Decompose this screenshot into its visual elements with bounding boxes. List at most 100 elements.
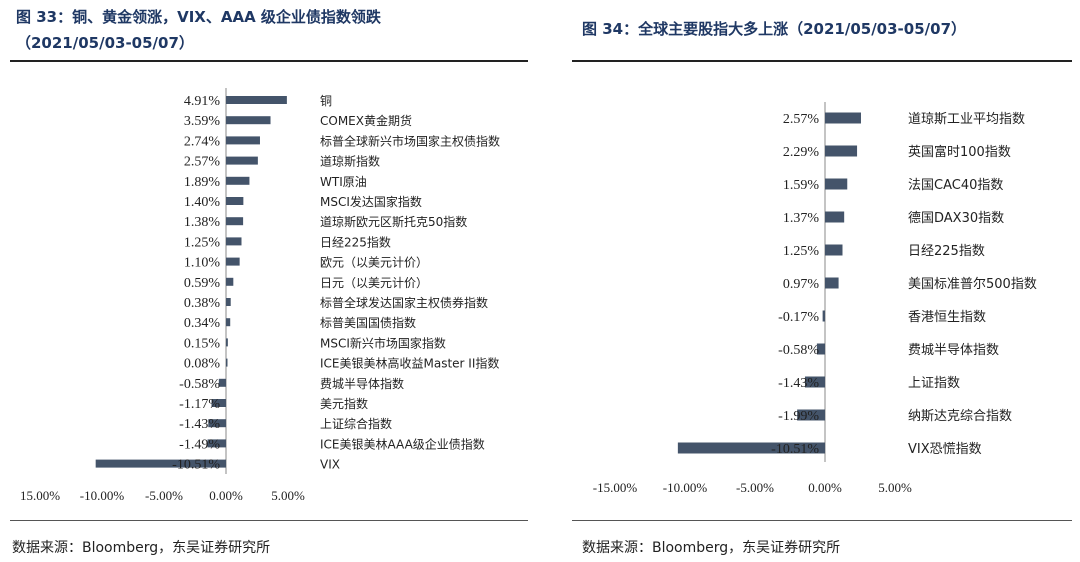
right-value-label-4: 1.25%: [783, 244, 820, 259]
left-chart-title-line2: （2021/05/03-05/07）: [16, 34, 194, 52]
left-source-rule: [10, 520, 528, 521]
right-x-tick-4: 5.00%: [878, 480, 912, 495]
left-category-label-17: ICE美银美林AAA级企业债指数: [320, 436, 485, 451]
left-value-label-13: 0.08%: [184, 357, 221, 372]
left-value-label-9: 0.59%: [184, 276, 221, 291]
right-value-label-9: -1.99%: [778, 409, 819, 424]
left-category-label-6: 道琼斯欧元区斯托克50指数: [320, 214, 467, 229]
left-value-label-7: 1.25%: [184, 235, 221, 250]
left-category-label-16: 上证综合指数: [320, 416, 392, 431]
right-bar-chart: 2.57% 道琼斯工业平均指数 2.29% 英国富时100指数 1.59% 法国CAC40…: [593, 102, 1037, 495]
left-bar-14: [218, 378, 226, 387]
right-chart-title: 图 34：全球主要股指大多上涨（2021/05/03-05/07）: [582, 20, 967, 38]
right-value-label-2: 1.59%: [783, 178, 820, 193]
right-bar-4: [825, 244, 843, 256]
left-value-label-2: 2.74%: [184, 134, 221, 149]
left-bar-8: [226, 257, 240, 266]
left-category-label-15: 美元指数: [320, 396, 368, 411]
right-title-rule: [572, 60, 1072, 62]
right-x-tick-0: -15.00%: [593, 480, 638, 495]
right-x-tick-2: -5.00%: [736, 480, 774, 495]
left-category-label-0: 铜: [320, 93, 332, 108]
left-chart-panel: 图 33：铜、黄金领涨，VIX、AAA 级企业债指数领跌 （2021/05/03…: [10, 8, 528, 556]
left-bar-3: [226, 156, 258, 165]
left-bar-6: [226, 217, 244, 226]
left-source-note: 数据来源：Bloomberg，东吴证券研究所: [12, 540, 271, 556]
right-bar-2: [825, 178, 848, 190]
right-bar-6: [822, 310, 825, 322]
right-value-label-0: 2.57%: [783, 112, 820, 127]
right-value-label-7: -0.58%: [778, 343, 819, 358]
left-x-tick-2: -5.00%: [145, 488, 183, 503]
left-bar-10: [226, 298, 231, 306]
left-value-label-8: 1.10%: [184, 256, 221, 271]
right-bar-10: [677, 442, 825, 454]
left-category-label-8: 欧元（以美元计价）: [320, 256, 428, 270]
left-bar-13: [226, 358, 228, 367]
left-category-label-18: VIX: [320, 458, 340, 472]
left-category-label-3: 道琼斯指数: [320, 154, 380, 169]
left-chart-title-line1: 图 33：铜、黄金领涨，VIX、AAA 级企业债指数领跌: [16, 8, 381, 26]
left-bar-0: [226, 96, 287, 104]
right-category-label-8: 上证指数: [908, 376, 960, 391]
left-category-label-5: MSCI发达国家指数: [320, 194, 422, 209]
right-category-label-6: 香港恒生指数: [908, 310, 986, 325]
right-source-rule: [572, 520, 1072, 521]
left-bar-15: [211, 399, 226, 407]
left-value-label-6: 1.38%: [184, 215, 221, 230]
left-x-tick-1: -10.00%: [80, 488, 125, 503]
left-value-label-1: 3.59%: [184, 114, 221, 129]
left-bar-16: [208, 419, 226, 428]
right-value-label-8: -1.43%: [778, 376, 819, 391]
right-value-label-5: 0.97%: [783, 277, 820, 292]
right-bar-7: [816, 343, 825, 355]
right-category-label-7: 费城半导体指数: [908, 343, 999, 358]
right-source-note: 数据来源：Bloomberg，东吴证券研究所: [582, 540, 841, 556]
right-bar-5: [825, 277, 839, 289]
left-bar-7: [226, 237, 242, 246]
left-value-label-0: 4.91%: [184, 94, 221, 109]
left-category-label-4: WTI原油: [320, 175, 367, 189]
left-value-label-10: 0.38%: [184, 296, 221, 311]
right-category-label-0: 道琼斯工业平均指数: [908, 112, 1025, 127]
right-category-label-2: 法国CAC40指数: [908, 178, 1003, 193]
left-category-label-11: 标普美国国债指数: [320, 315, 416, 330]
right-category-label-1: 英国富时100指数: [908, 144, 1011, 160]
right-x-tick-1: -10.00%: [663, 480, 708, 495]
left-bar-9: [226, 277, 234, 286]
left-category-label-13: ICE美银美林高收益Master II指数: [320, 356, 499, 371]
left-bar-1: [226, 116, 271, 125]
right-bar-9: [797, 409, 825, 421]
right-value-label-6: -0.17%: [778, 310, 819, 325]
left-bar-12: [226, 338, 228, 347]
right-category-label-5: 美国标准普尔500指数: [908, 277, 1037, 292]
left-category-label-2: 标普全球新兴市场国家主权债指数: [320, 133, 500, 148]
right-category-label-4: 日经225指数: [908, 244, 985, 259]
left-bar-5: [226, 197, 244, 205]
right-value-label-3: 1.37%: [783, 211, 820, 226]
left-category-label-9: 日元（以美元计价）: [320, 276, 428, 290]
right-bar-0: [825, 112, 861, 124]
right-x-tick-3: 0.00%: [808, 480, 842, 495]
left-category-label-1: COMEX黄金期货: [320, 113, 412, 128]
right-category-label-10: VIX恐慌指数: [908, 442, 982, 457]
left-value-label-15: -1.17%: [179, 397, 220, 412]
left-bar-18: [95, 459, 227, 468]
right-chart-panel: 图 34：全球主要股指大多上涨（2021/05/03-05/07） 2.57% 道…: [540, 0, 1080, 562]
left-bar-11: [226, 318, 231, 327]
left-category-label-14: 费城半导体指数: [320, 376, 404, 391]
left-x-tick-3: 0.00%: [209, 488, 243, 503]
left-category-label-10: 标普全球发达国家主权债券指数: [320, 295, 488, 310]
right-category-label-9: 纳斯达克综合指数: [908, 409, 1012, 424]
left-category-label-12: MSCI新兴市场国家指数: [320, 335, 446, 350]
left-x-tick-0: 15.00%: [20, 488, 60, 503]
right-category-label-3: 德国DAX30指数: [908, 211, 1004, 226]
right-value-label-1: 2.29%: [783, 145, 820, 160]
left-value-label-11: 0.34%: [184, 316, 221, 331]
left-bar-2: [226, 136, 260, 145]
left-value-label-16: -1.43%: [179, 417, 220, 432]
right-bar-3: [825, 211, 845, 223]
left-category-label-7: 日经225指数: [320, 234, 391, 249]
left-value-label-14: -0.58%: [179, 377, 220, 392]
left-value-label-5: 1.40%: [184, 195, 221, 210]
